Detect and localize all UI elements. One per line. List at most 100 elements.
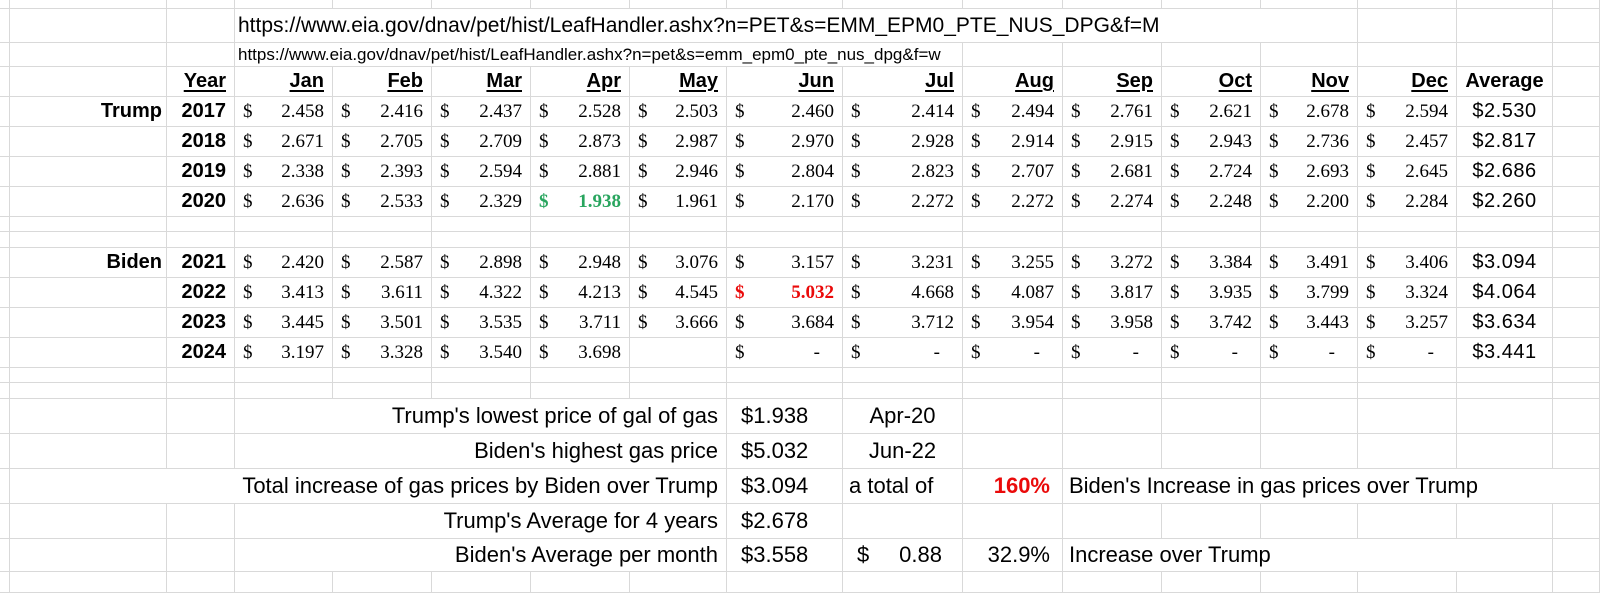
- price-cell-2021-mar[interactable]: $2.898: [432, 248, 531, 278]
- price-cell-2017-mar[interactable]: $2.437: [432, 97, 531, 127]
- average-cell-2019[interactable]: $2.686: [1457, 157, 1553, 187]
- price-cell-2022-mar[interactable]: $4.322: [432, 278, 531, 308]
- price-cell-2022-apr[interactable]: $4.213: [531, 278, 630, 308]
- price-cell-2022-sep[interactable]: $3.817: [1063, 278, 1162, 308]
- price-cell-2019-sep[interactable]: $2.681: [1063, 157, 1162, 187]
- price-cell-2020-nov[interactable]: $2.200: [1261, 187, 1358, 217]
- price-cell-2017-dec[interactable]: $2.594: [1358, 97, 1457, 127]
- column-header-may[interactable]: May: [630, 67, 727, 97]
- price-cell-2021-sep[interactable]: $3.272: [1063, 248, 1162, 278]
- president-label[interactable]: [10, 278, 167, 308]
- summary-value-biden-highest[interactable]: $5.032: [727, 434, 843, 469]
- summary-comment-increase-over-trump[interactable]: Increase over Trump: [1063, 539, 1553, 572]
- year-cell[interactable]: 2024: [167, 338, 235, 368]
- column-header-feb[interactable]: Feb: [333, 67, 432, 97]
- price-cell-2018-dec[interactable]: $2.457: [1358, 127, 1457, 157]
- price-cell-2020-sep[interactable]: $2.274: [1063, 187, 1162, 217]
- price-cell-2021-nov[interactable]: $3.491: [1261, 248, 1358, 278]
- summary-date-trump-lowest[interactable]: Apr-20: [843, 399, 963, 434]
- president-label[interactable]: [10, 338, 167, 368]
- price-cell-2024-mar[interactable]: $3.540: [432, 338, 531, 368]
- year-cell[interactable]: 2023: [167, 308, 235, 338]
- price-cell-2024-apr[interactable]: $3.698: [531, 338, 630, 368]
- year-cell[interactable]: 2019: [167, 157, 235, 187]
- price-cell-2019-mar[interactable]: $2.594: [432, 157, 531, 187]
- price-cell-2018-oct[interactable]: $2.943: [1162, 127, 1261, 157]
- summary-label-trump-lowest[interactable]: Trump's lowest price of gal of gas: [235, 399, 727, 434]
- price-cell-2023-oct[interactable]: $3.742: [1162, 308, 1261, 338]
- price-cell-2019-feb[interactable]: $2.393: [333, 157, 432, 187]
- price-cell-2023-jun[interactable]: $3.684: [727, 308, 843, 338]
- column-header-oct[interactable]: Oct: [1162, 67, 1261, 97]
- price-cell-2020-apr[interactable]: $1.938: [531, 187, 630, 217]
- price-cell-2022-jul[interactable]: $4.668: [843, 278, 963, 308]
- summary-note-total-of[interactable]: a total of: [843, 469, 963, 504]
- price-cell-2018-may[interactable]: $2.987: [630, 127, 727, 157]
- price-cell-2019-jan[interactable]: $2.338: [235, 157, 333, 187]
- summary-label-total-increase[interactable]: Total increase of gas prices by Biden ov…: [10, 469, 727, 504]
- price-cell-2017-apr[interactable]: $2.528: [531, 97, 630, 127]
- column-header-year[interactable]: Year: [167, 67, 235, 97]
- price-cell-2024-jan[interactable]: $3.197: [235, 338, 333, 368]
- president-label[interactable]: [10, 308, 167, 338]
- price-cell-2022-nov[interactable]: $3.799: [1261, 278, 1358, 308]
- summary-label-trump-average[interactable]: Trump's Average for 4 years: [235, 504, 727, 539]
- price-cell-2017-oct[interactable]: $2.621: [1162, 97, 1261, 127]
- column-header-jun[interactable]: Jun: [727, 67, 843, 97]
- price-cell-2018-apr[interactable]: $2.873: [531, 127, 630, 157]
- price-cell-2018-jan[interactable]: $2.671: [235, 127, 333, 157]
- summary-comment-biden-increase[interactable]: Biden's Increase in gas prices over Trum…: [1063, 469, 1600, 504]
- summary-label-biden-average[interactable]: Biden's Average per month: [235, 539, 727, 572]
- price-cell-2024-oct[interactable]: $ -: [1162, 338, 1261, 368]
- president-label[interactable]: [10, 127, 167, 157]
- price-cell-2019-aug[interactable]: $2.707: [963, 157, 1063, 187]
- price-cell-2019-apr[interactable]: $2.881: [531, 157, 630, 187]
- summary-value-total-increase[interactable]: $3.094: [727, 469, 843, 504]
- price-cell-2021-jun[interactable]: $3.157: [727, 248, 843, 278]
- price-cell-2023-mar[interactable]: $3.535: [432, 308, 531, 338]
- summary-percent-increase[interactable]: 32.9%: [963, 539, 1063, 572]
- president-label[interactable]: Trump: [10, 97, 167, 127]
- price-cell-2024-aug[interactable]: $ -: [963, 338, 1063, 368]
- column-header-sep[interactable]: Sep: [1063, 67, 1162, 97]
- summary-value-trump-average[interactable]: $2.678: [727, 504, 843, 539]
- price-cell-2023-dec[interactable]: $3.257: [1358, 308, 1457, 338]
- price-cell-2021-jul[interactable]: $3.231: [843, 248, 963, 278]
- price-cell-2020-feb[interactable]: $2.533: [333, 187, 432, 217]
- summary-label-biden-highest[interactable]: Biden's highest gas price: [235, 434, 727, 469]
- price-cell-2024-sep[interactable]: $ -: [1063, 338, 1162, 368]
- average-cell-2024[interactable]: $3.441: [1457, 338, 1553, 368]
- price-cell-2020-jan[interactable]: $2.636: [235, 187, 333, 217]
- price-cell-2018-nov[interactable]: $2.736: [1261, 127, 1358, 157]
- average-cell-2017[interactable]: $2.530: [1457, 97, 1553, 127]
- eia-monthly-url-link[interactable]: https://www.eia.gov/dnav/pet/hist/LeafHa…: [235, 9, 1358, 43]
- summary-percent-160[interactable]: 160%: [963, 469, 1063, 504]
- price-cell-2023-nov[interactable]: $3.443: [1261, 308, 1358, 338]
- summary-value-trump-lowest[interactable]: $1.938: [727, 399, 843, 434]
- summary-date-biden-highest[interactable]: Jun-22: [843, 434, 963, 469]
- price-cell-2024-nov[interactable]: $ -: [1261, 338, 1358, 368]
- average-cell-2023[interactable]: $3.634: [1457, 308, 1553, 338]
- price-cell-2024-dec[interactable]: $ -: [1358, 338, 1457, 368]
- price-cell-2021-feb[interactable]: $2.587: [333, 248, 432, 278]
- price-cell-2017-jan[interactable]: $2.458: [235, 97, 333, 127]
- average-cell-2022[interactable]: $4.064: [1457, 278, 1553, 308]
- column-header-nov[interactable]: Nov: [1261, 67, 1358, 97]
- price-cell-2021-dec[interactable]: $3.406: [1358, 248, 1457, 278]
- price-cell-2023-feb[interactable]: $3.501: [333, 308, 432, 338]
- price-cell-2020-aug[interactable]: $2.272: [963, 187, 1063, 217]
- year-cell[interactable]: 2021: [167, 248, 235, 278]
- price-cell-2019-jun[interactable]: $2.804: [727, 157, 843, 187]
- price-cell-2024-feb[interactable]: $3.328: [333, 338, 432, 368]
- price-cell-2022-dec[interactable]: $3.324: [1358, 278, 1457, 308]
- year-cell[interactable]: 2018: [167, 127, 235, 157]
- price-cell-2024-jul[interactable]: $ -: [843, 338, 963, 368]
- summary-difference-amount[interactable]: $ 0.88: [843, 539, 963, 572]
- price-cell-2022-jun[interactable]: $5.032: [727, 278, 843, 308]
- summary-value-biden-average[interactable]: $3.558: [727, 539, 843, 572]
- average-cell-2018[interactable]: $2.817: [1457, 127, 1553, 157]
- president-label[interactable]: [10, 187, 167, 217]
- price-cell-2024-jun[interactable]: $ -: [727, 338, 843, 368]
- column-header-apr[interactable]: Apr: [531, 67, 630, 97]
- column-header-aug[interactable]: Aug: [963, 67, 1063, 97]
